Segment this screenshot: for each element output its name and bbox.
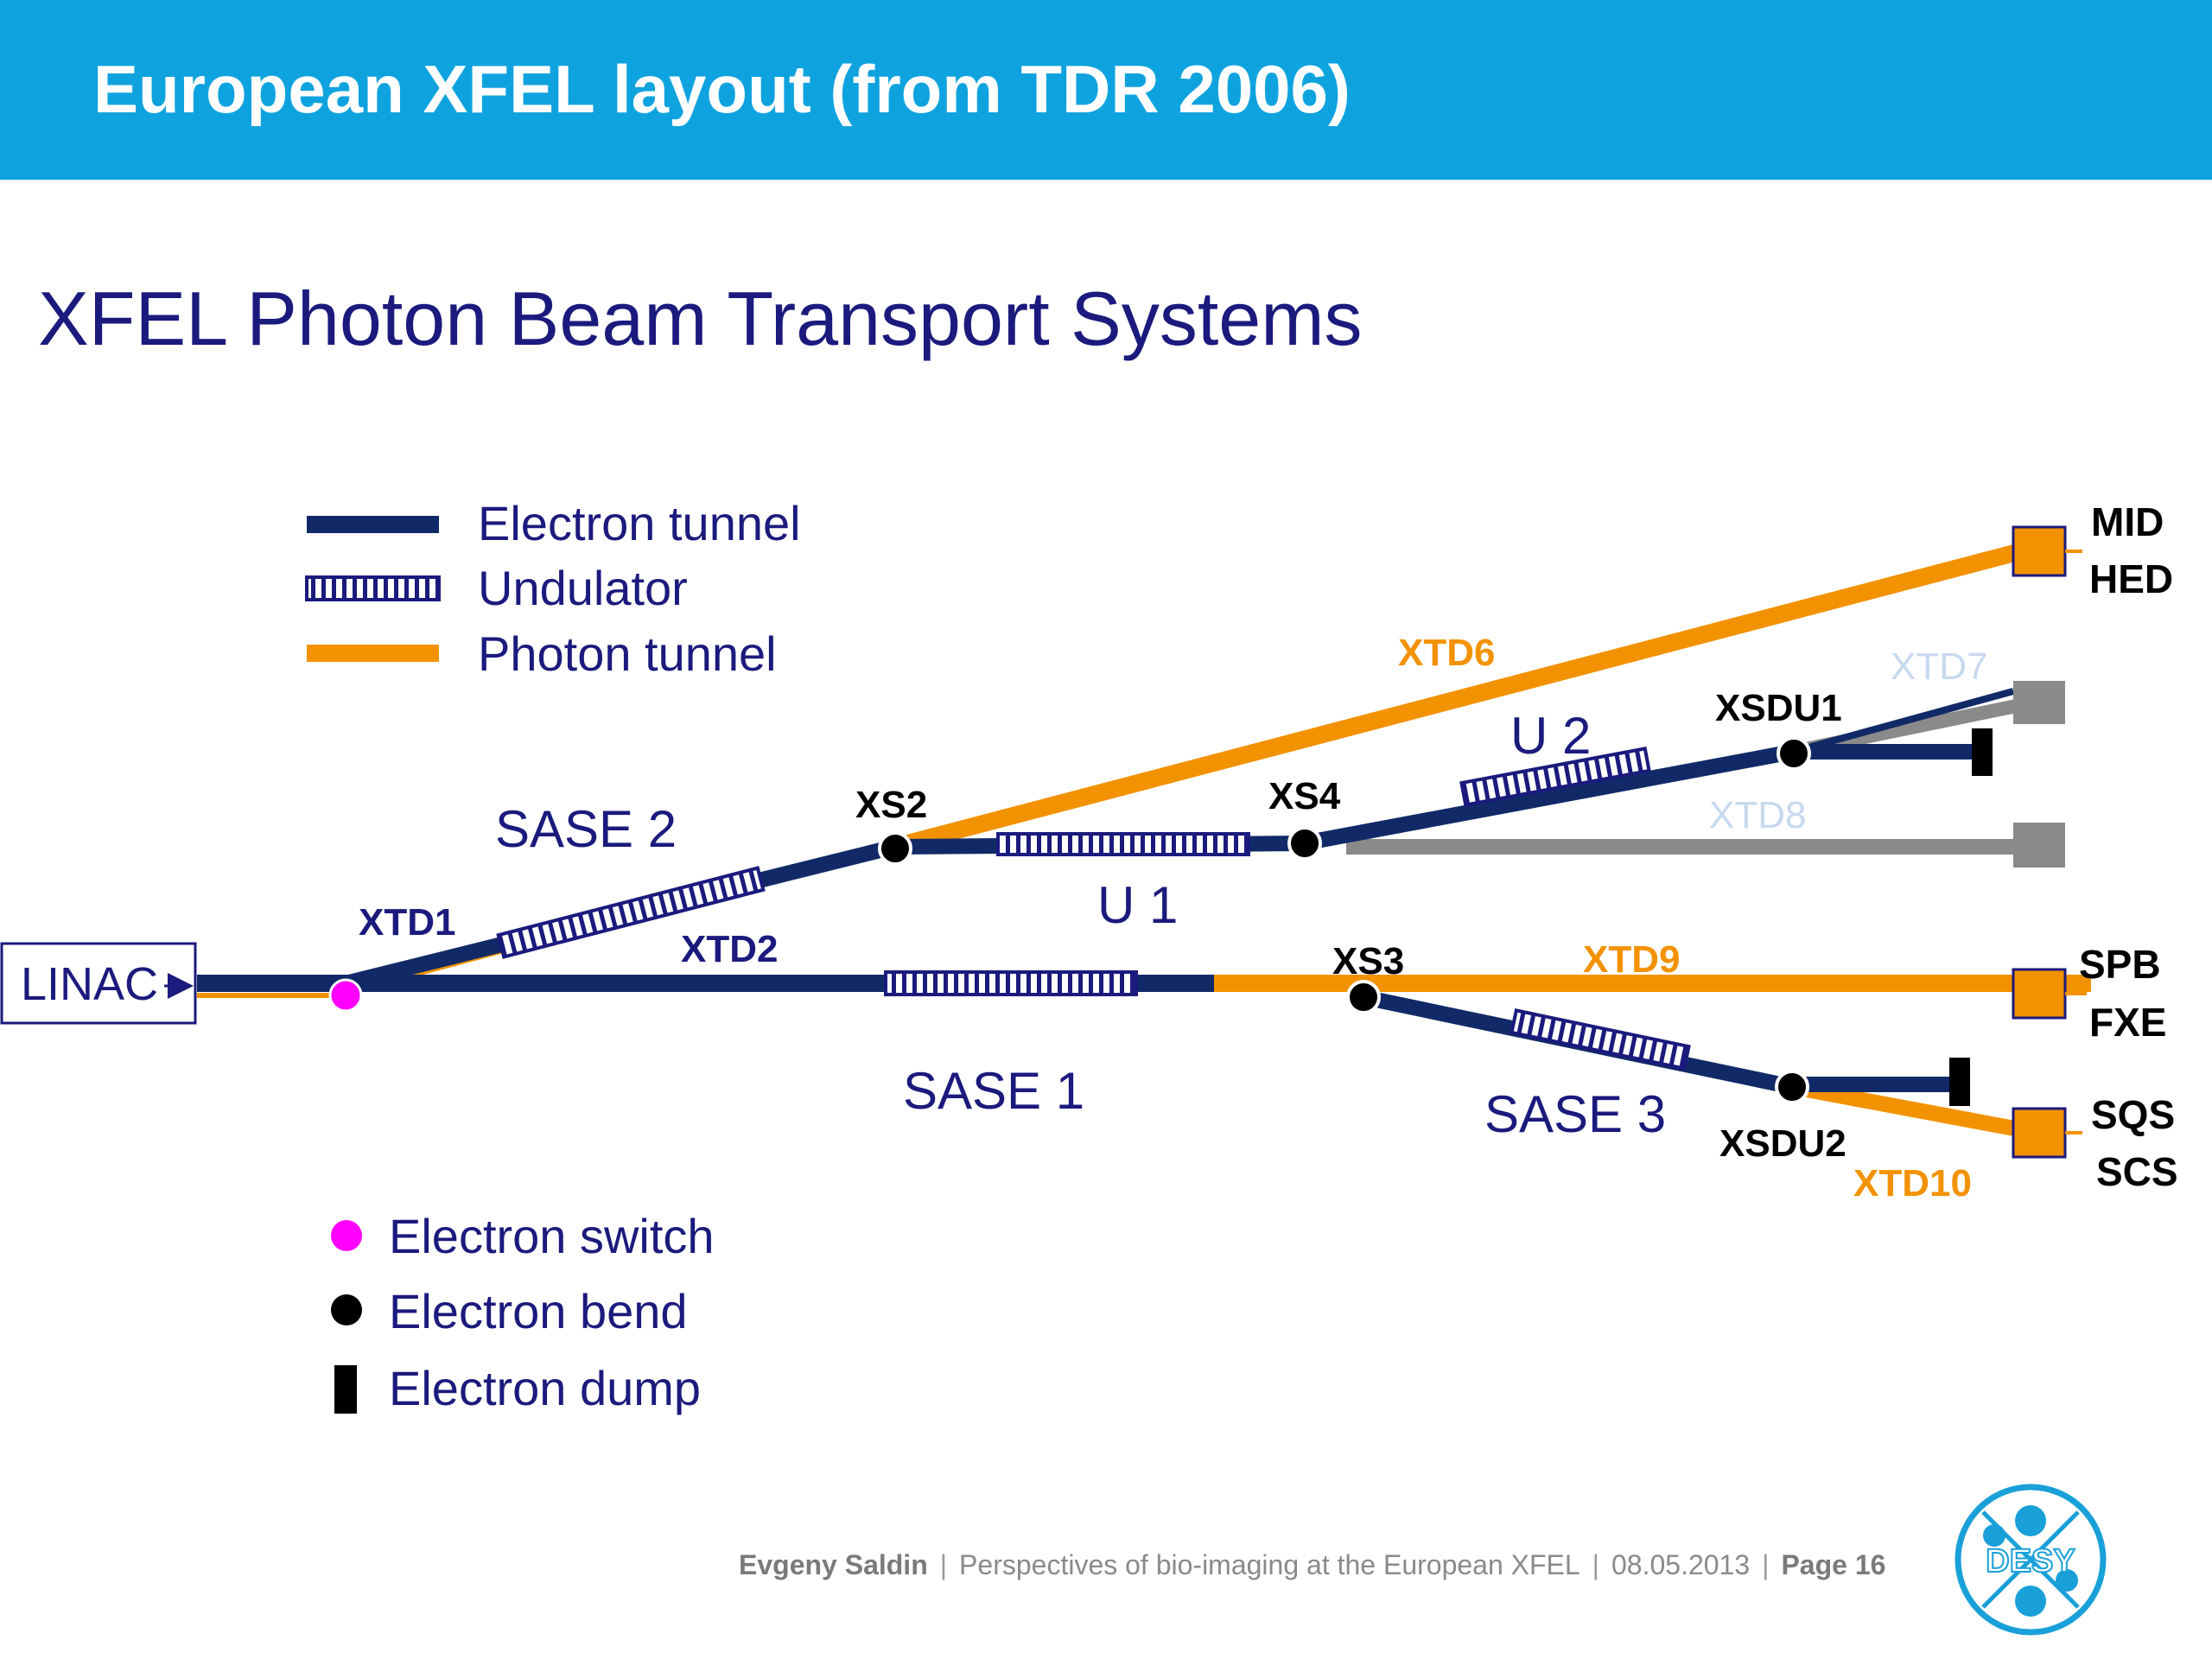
legend-undulator-label: Undulator [478, 561, 688, 615]
label-sase1: SASE 1 [903, 1062, 1084, 1120]
photon-tunnel-xtd6 [892, 538, 2040, 855]
linac-box: LINAC [0, 942, 197, 1025]
footer-separator: | [939, 1549, 948, 1580]
legend-bend-label: Electron bend [389, 1284, 688, 1338]
label-u1: U 1 [1097, 876, 1178, 934]
label-xs4: XS4 [1268, 775, 1341, 817]
slide-header-title: European XFEL layout (from TDR 2006) [93, 51, 1351, 127]
undulator-u1 [996, 832, 1250, 856]
desy-logo-dot-left [1983, 1524, 2005, 1547]
header-bar: European XFEL layout (from TDR 2006) [0, 0, 2212, 180]
station-mid-hed [2012, 525, 2067, 577]
desy-logo-dot-top [2015, 1505, 2046, 1536]
station-xtd8-end [2013, 823, 2065, 868]
footer-talk-title: Perspectives of bio-imaging at the Europ… [959, 1549, 1580, 1580]
nodes [328, 736, 1811, 1104]
legend-dump-label: Electron dump [389, 1361, 701, 1415]
label-xtd7: XTD7 [1891, 645, 1987, 688]
slide-subtitle: XFEL Photon Beam Transport Systems [38, 276, 1363, 361]
footer-date: 08.05.2013 [1611, 1549, 1751, 1580]
undulator-u2 [1459, 747, 1651, 807]
electron-bend-xs3 [1346, 980, 1381, 1014]
label-xtd2: XTD2 [681, 928, 778, 970]
undulator-sase3 [1510, 1008, 1691, 1071]
label-hed: HED [2089, 556, 2173, 601]
label-xsdu1: XSDU1 [1715, 687, 1842, 729]
linac-frame [0, 942, 197, 1025]
label-xtd1: XTD1 [359, 901, 455, 944]
label-scs: SCS [2096, 1149, 2178, 1194]
footer-author: Evgeny Saldin [739, 1549, 928, 1580]
electron-bend-xs4 [1287, 826, 1322, 861]
desy-logo-dot-bottom [2015, 1586, 2046, 1617]
desy-logo: DESY [1955, 1484, 2107, 1636]
photon-tunnel-xtd10 [1791, 1079, 2039, 1141]
label-sqs: SQS [2091, 1092, 2175, 1137]
label-xtd9: XTD9 [1583, 938, 1680, 981]
label-xs3: XS3 [1332, 940, 1404, 982]
electron-bend-xs2 [878, 831, 912, 866]
label-u2: U 2 [1510, 707, 1591, 765]
footer-page: Page 16 [1781, 1549, 1886, 1580]
footer-separator: | [1592, 1549, 1599, 1580]
station-spb-fxe [2012, 968, 2067, 1020]
label-fxe: FXE [2089, 1000, 2166, 1045]
label-sase3: SASE 3 [1484, 1085, 1666, 1143]
section-labels: SASE 2 SASE 1 SASE 3 U 1 U 2 [495, 707, 1666, 1143]
electron-dump-xsdu2 [1949, 1058, 1970, 1106]
label-xtd6: XTD6 [1398, 632, 1495, 674]
legend-switch-label: Electron switch [389, 1209, 715, 1263]
legend-electron-tunnel-label: Electron tunnel [478, 496, 801, 550]
label-xtd8: XTD8 [1709, 794, 1806, 836]
legend-undulator-swatch [305, 575, 441, 601]
electron-dump-xsdu1 [1972, 728, 1993, 776]
footer-separator: | [1762, 1549, 1770, 1580]
station-sqs-scs [2012, 1107, 2067, 1159]
label-xsdu2: XSDU2 [1719, 1122, 1847, 1165]
legend-symbols: Electron switch Electron bend Electron d… [331, 1209, 715, 1415]
linac-label: LINAC [21, 958, 158, 1010]
electron-bend-xsdu2 [1775, 1070, 1809, 1104]
label-mid: MID [2091, 499, 2164, 544]
legend-dump-symbol [334, 1365, 357, 1414]
undulator-sase1 [884, 970, 1138, 996]
label-sase2: SASE 2 [495, 800, 677, 858]
label-xtd10: XTD10 [1853, 1162, 1972, 1205]
label-xs2: XS2 [855, 784, 927, 826]
node-labels: XS2 XS4 XS3 XSDU1 XSDU2 [855, 687, 1847, 1165]
electron-tunnel-xsdu1-upper [1791, 688, 2015, 755]
undulator-sase2 [496, 866, 766, 959]
station-xtd7-end [2013, 681, 2065, 724]
tunnel-labels: XTD1 XTD2 XTD6 XTD7 XTD8 XTD9 XTD10 [359, 632, 1987, 1205]
desy-logo-spoke-b [1981, 1510, 2080, 1609]
desy-logo-text: DESY [1986, 1543, 2075, 1580]
electron-dumps [1949, 728, 1993, 1106]
legend-lines: Electron tunnel Undulator Photon tunnel [305, 496, 801, 681]
desy-logo-dot-right [2056, 1569, 2078, 1592]
label-spb: SPB [2079, 942, 2161, 987]
footer: Evgeny Saldin | Perspectives of bio-imagin… [739, 1549, 1885, 1581]
electron-tunnel-u2 [1301, 744, 1795, 851]
electron-bend-xsdu1 [1777, 736, 1811, 771]
end-stations [2012, 525, 2087, 1159]
legend-switch-symbol [331, 1220, 362, 1251]
legend-bend-symbol [331, 1294, 362, 1325]
legend-photon-tunnel-label: Photon tunnel [478, 626, 777, 681]
undulators [496, 747, 1691, 1071]
electron-switch-node [328, 978, 363, 1013]
instrument-labels: MID HED SPB FXE SQS SCS [2079, 499, 2178, 1194]
